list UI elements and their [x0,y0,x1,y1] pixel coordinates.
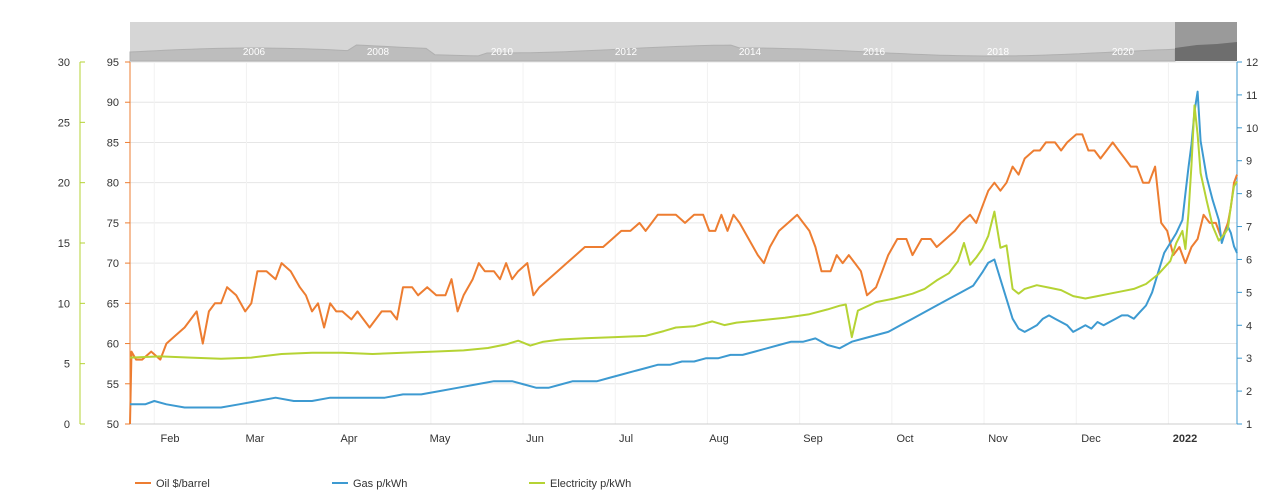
grid-lines [130,61,1237,425]
gas-tick-label: 9 [1246,156,1252,168]
oil-tick-label: 90 [107,97,119,109]
legend-label: Oil $/barrel [156,478,210,490]
gas-tick-label: 2 [1246,386,1252,398]
gas-tick-label: 4 [1246,320,1252,332]
x-tick-label: 2022 [1173,433,1197,445]
x-tick-label: Dec [1081,433,1101,445]
navigator-year-label: 2020 [1112,47,1135,58]
legend-item[interactable]: Oil $/barrel [135,478,210,490]
series-group [129,90,1238,425]
navigator-year-label: 2010 [491,47,514,58]
axes: 0510152025305055606570758085909512345678… [58,57,1259,445]
electricity-p-kwh-line[interactable] [129,104,1238,360]
gas-tick-label: 8 [1246,189,1252,201]
navigator-year-label: 2008 [367,47,390,58]
navigator-year-label: 2006 [243,47,266,58]
navigator-year-label: 2018 [987,47,1010,58]
electricity-tick-label: 20 [58,178,70,190]
legend-item[interactable]: Electricity p/kWh [529,478,631,490]
x-tick-label: Nov [988,433,1008,445]
x-tick-label: Mar [246,433,265,445]
oil-tick-label: 70 [107,258,119,270]
navigator-selected-series [1175,42,1237,61]
electricity-tick-label: 25 [58,117,70,129]
electricity-tick-label: 0 [64,419,70,431]
gas-tick-label: 6 [1246,254,1252,266]
navigator-series [129,44,1176,62]
navigator-year-label: 2012 [615,47,638,58]
oil-tick-label: 75 [107,218,119,230]
legend[interactable]: Oil $/barrel Gas p/kWh Electricity p/kWh [135,478,631,490]
gas-tick-label: 12 [1246,57,1258,69]
oil-tick-label: 95 [107,57,119,69]
oil-tick-label: 85 [107,137,119,149]
oil-tick-label: 60 [107,339,119,351]
x-tick-label: Sep [803,433,823,445]
navigator-year-label: 2016 [863,47,886,58]
gas-tick-label: 1 [1246,419,1252,431]
x-tick-label: Oct [896,433,913,445]
oil-barrel-line[interactable] [129,133,1238,425]
gas-p-kwh-line[interactable] [130,90,1238,409]
range-navigator[interactable]: 20062008201020122014201620182020Show all [129,22,1237,74]
x-tick-label: Jul [619,433,633,445]
oil-tick-label: 55 [107,379,119,391]
legend-item[interactable]: Gas p/kWh [332,478,407,490]
gas-tick-label: 5 [1246,287,1252,299]
oil-tick-label: 65 [107,298,119,310]
electricity-tick-label: 30 [58,57,70,69]
gas-tick-label: 10 [1246,123,1258,135]
electricity-tick-label: 15 [58,238,70,250]
x-tick-label: Jun [526,433,544,445]
legend-label: Electricity p/kWh [550,478,631,490]
navigator-year-label: 2014 [739,47,762,58]
electricity-tick-label: 5 [64,359,70,371]
gas-tick-label: 7 [1246,222,1252,234]
x-tick-label: May [430,433,451,445]
oil-tick-label: 80 [107,178,119,190]
x-tick-label: Feb [161,433,180,445]
legend-label: Gas p/kWh [353,478,407,490]
electricity-tick-label: 10 [58,298,70,310]
oil-tick-label: 50 [107,419,119,431]
gas-tick-label: 11 [1246,90,1257,102]
x-tick-label: Aug [709,433,729,445]
x-tick-label: Apr [340,433,357,445]
plot-area [130,62,1237,424]
gas-tick-label: 3 [1246,353,1252,365]
plot-background [130,62,1237,424]
